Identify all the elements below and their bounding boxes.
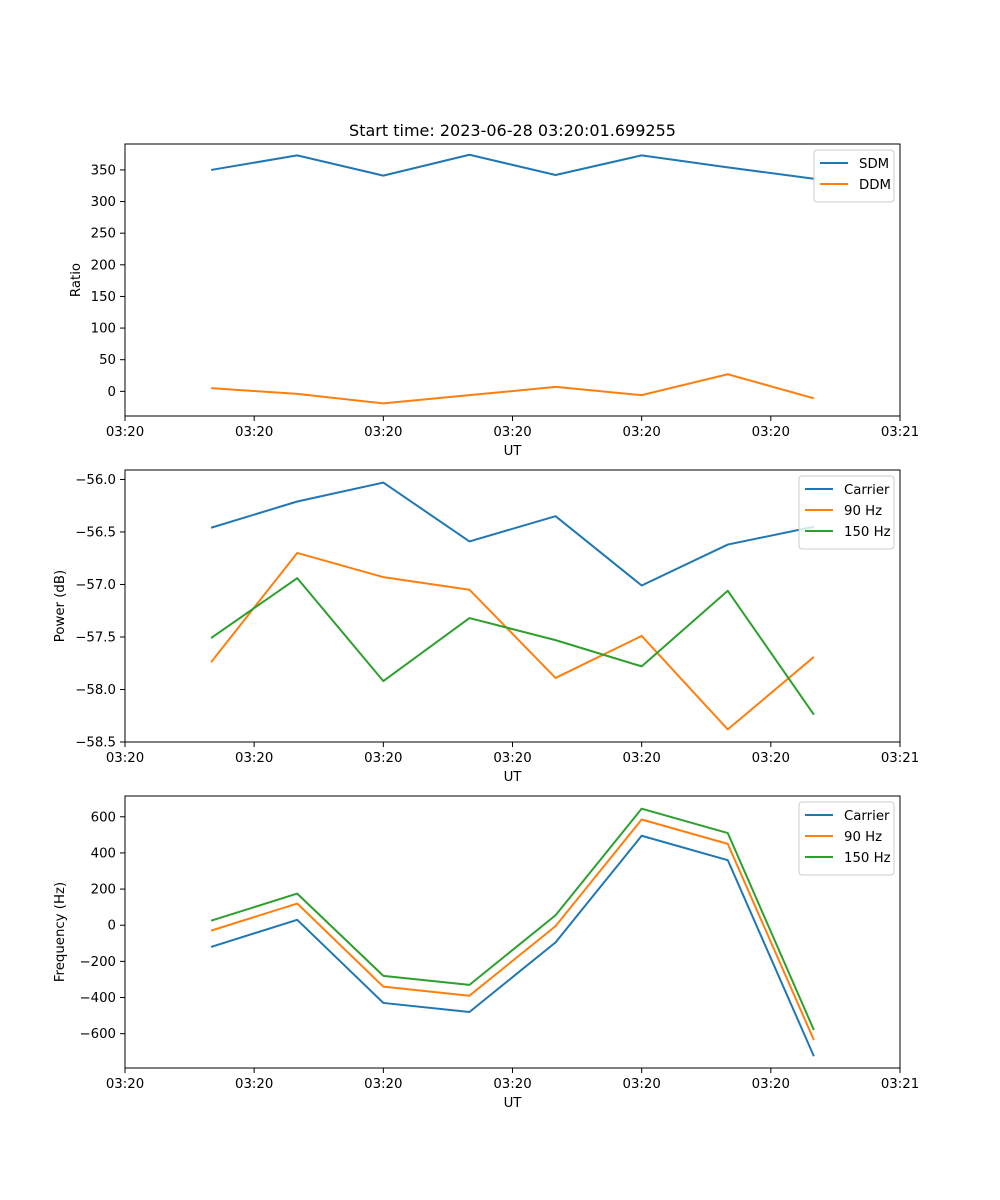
x-tick-label-2-5: 03:20: [623, 751, 661, 766]
x-tick-label-2-2: 03:20: [235, 751, 273, 766]
legend-3: Carrier 90 Hz 150 Hz: [798, 801, 895, 876]
x-tick-label-1-1: 03:20: [106, 425, 144, 440]
x-tick-label-3-6: 03:20: [752, 1077, 790, 1092]
y-axis-label-2: Power (dB): [53, 570, 68, 642]
y-tick-label-3-3: −200: [79, 955, 116, 970]
x-tick-label-3-5: 03:20: [623, 1077, 661, 1092]
panel-1: 03:20 03:20 03:20 03:20 03:20 03:20 03:21 0 50 10…: [69, 143, 919, 459]
legend-2: Carrier 90 Hz 150 Hz: [798, 475, 895, 550]
series-line-3-3: [210, 807, 815, 1031]
axes-frame-2: [124, 469, 901, 743]
y-tick-label-3-7: 600: [91, 810, 116, 825]
x-tick-label-2-3: 03:20: [364, 751, 402, 766]
x-tick-label-1-4: 03:20: [493, 425, 531, 440]
y-tick-label-1-2: 50: [99, 353, 116, 368]
legend-label-2-3: 150 Hz: [844, 525, 891, 540]
x-tick-label-1-7: 03:21: [881, 425, 919, 440]
legend-label-1-2: DDM: [859, 178, 891, 193]
x-tick-label-1-2: 03:20: [235, 425, 273, 440]
x-tick-label-1-5: 03:20: [623, 425, 661, 440]
panel-2: 03:20 03:20 03:20 03:20 03:20 03:20 03:21 −58.5…: [53, 469, 919, 785]
legend-label-3-2: 90 Hz: [844, 830, 882, 845]
series-line-1-1: [210, 153, 815, 180]
y-tick-label-2-4: −57.0: [75, 578, 116, 593]
x-tick-label-3-7: 03:21: [881, 1077, 919, 1092]
series-line-2-2: [210, 551, 815, 731]
y-tick-label-2-2: −58.0: [75, 683, 116, 698]
series-line-2-1: [210, 481, 815, 587]
x-tick-label-3-2: 03:20: [235, 1077, 273, 1092]
y-tick-label-1-5: 200: [91, 258, 116, 273]
x-tick-label-2-4: 03:20: [493, 751, 531, 766]
panels: 03:20 03:20 03:20 03:20 03:20 03:20 03:21 0 50 10…: [53, 143, 919, 1111]
legend-1: SDM DDM: [813, 149, 895, 203]
x-tick-label-2-1: 03:20: [106, 751, 144, 766]
legend-label-3-3: 150 Hz: [844, 851, 891, 866]
x-tick-label-3-3: 03:20: [364, 1077, 402, 1092]
y-tick-label-1-7: 300: [91, 195, 116, 210]
x-tick-label-3-1: 03:20: [106, 1077, 144, 1092]
y-tick-label-3-6: 400: [91, 846, 116, 861]
legend-label-1-1: SDM: [859, 157, 889, 172]
series-line-3-1: [210, 834, 815, 1057]
axes-frame-1: [124, 143, 901, 417]
y-axis-label-1: Ratio: [69, 263, 84, 297]
x-axis-label-3: UT: [504, 1096, 523, 1111]
y-axis-label-3: Frequency (Hz): [53, 882, 68, 982]
y-tick-label-2-3: −57.5: [75, 630, 116, 645]
axes-frame-3: [124, 795, 901, 1069]
legend-label-3-1: Carrier: [844, 809, 890, 824]
panel-3: 03:20 03:20 03:20 03:20 03:20 03:20 03:21 −600 −…: [53, 795, 919, 1111]
series-line-3-2: [210, 818, 815, 1041]
x-axis-label-1: UT: [504, 444, 523, 459]
series-line-2-3: [210, 577, 815, 716]
y-tick-label-2-1: −58.5: [75, 736, 116, 751]
y-tick-label-2-6: −56.0: [75, 473, 116, 488]
x-tick-label-2-7: 03:21: [881, 751, 919, 766]
y-tick-label-2-5: −56.5: [75, 525, 116, 540]
legend-label-2-2: 90 Hz: [844, 504, 882, 519]
x-tick-label-2-6: 03:20: [752, 751, 790, 766]
y-tick-label-1-1: 0: [108, 385, 116, 400]
series-line-1-2: [211, 373, 815, 405]
y-tick-label-3-1: −600: [79, 1027, 116, 1042]
y-tick-label-1-6: 250: [91, 227, 116, 242]
y-tick-label-1-4: 150: [91, 290, 116, 305]
x-axis-label-2: UT: [504, 770, 523, 785]
y-tick-label-3-4: 0: [108, 919, 116, 934]
x-tick-label-1-3: 03:20: [364, 425, 402, 440]
y-tick-label-3-5: 200: [91, 883, 116, 898]
figure-title: Start time: 2023-06-28 03:20:01.699255: [349, 121, 676, 140]
y-tick-label-1-3: 100: [91, 322, 116, 337]
legend-label-2-1: Carrier: [844, 483, 890, 498]
x-tick-label-1-6: 03:20: [752, 425, 790, 440]
y-tick-label-1-8: 350: [91, 163, 116, 178]
x-tick-label-3-4: 03:20: [493, 1077, 531, 1092]
y-tick-label-3-2: −400: [79, 991, 116, 1006]
